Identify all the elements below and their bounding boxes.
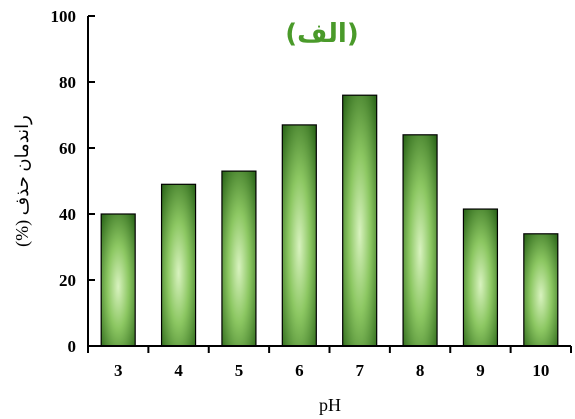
x-tick-label: 9 xyxy=(476,361,485,380)
x-tick-label: 10 xyxy=(532,361,549,380)
bar-3 xyxy=(100,213,136,347)
bars-group xyxy=(100,94,559,347)
bar-9 xyxy=(462,208,499,347)
x-tick-label: 6 xyxy=(295,361,304,380)
bar-10 xyxy=(523,233,559,347)
bar-4 xyxy=(160,183,197,347)
x-tick-label: 4 xyxy=(174,361,183,380)
y-tick-label: 60 xyxy=(59,139,76,158)
chart-title: (الف) xyxy=(285,19,358,49)
y-tick-label: 100 xyxy=(51,7,77,26)
x-axis-title: pH xyxy=(319,395,341,415)
bar-5 xyxy=(221,170,257,347)
y-tick-label: 40 xyxy=(59,205,76,224)
x-tick-label: 3 xyxy=(114,361,123,380)
y-tick-label: 0 xyxy=(68,337,77,356)
axes-group xyxy=(87,15,572,353)
labels-group: 0 20 40 60 80 100 3 4 5 6 7 8 9 10 xyxy=(51,7,550,380)
bar-6 xyxy=(281,124,317,347)
y-axis-title: راندمان حذف (%) xyxy=(12,115,33,247)
y-tick-label: 20 xyxy=(59,271,76,290)
x-tick-label: 8 xyxy=(416,361,425,380)
y-tick-label: 80 xyxy=(59,73,76,92)
bar-8 xyxy=(402,134,438,347)
bar-7 xyxy=(342,94,378,347)
x-tick-label: 7 xyxy=(355,361,364,380)
x-tick-label: 5 xyxy=(235,361,244,380)
